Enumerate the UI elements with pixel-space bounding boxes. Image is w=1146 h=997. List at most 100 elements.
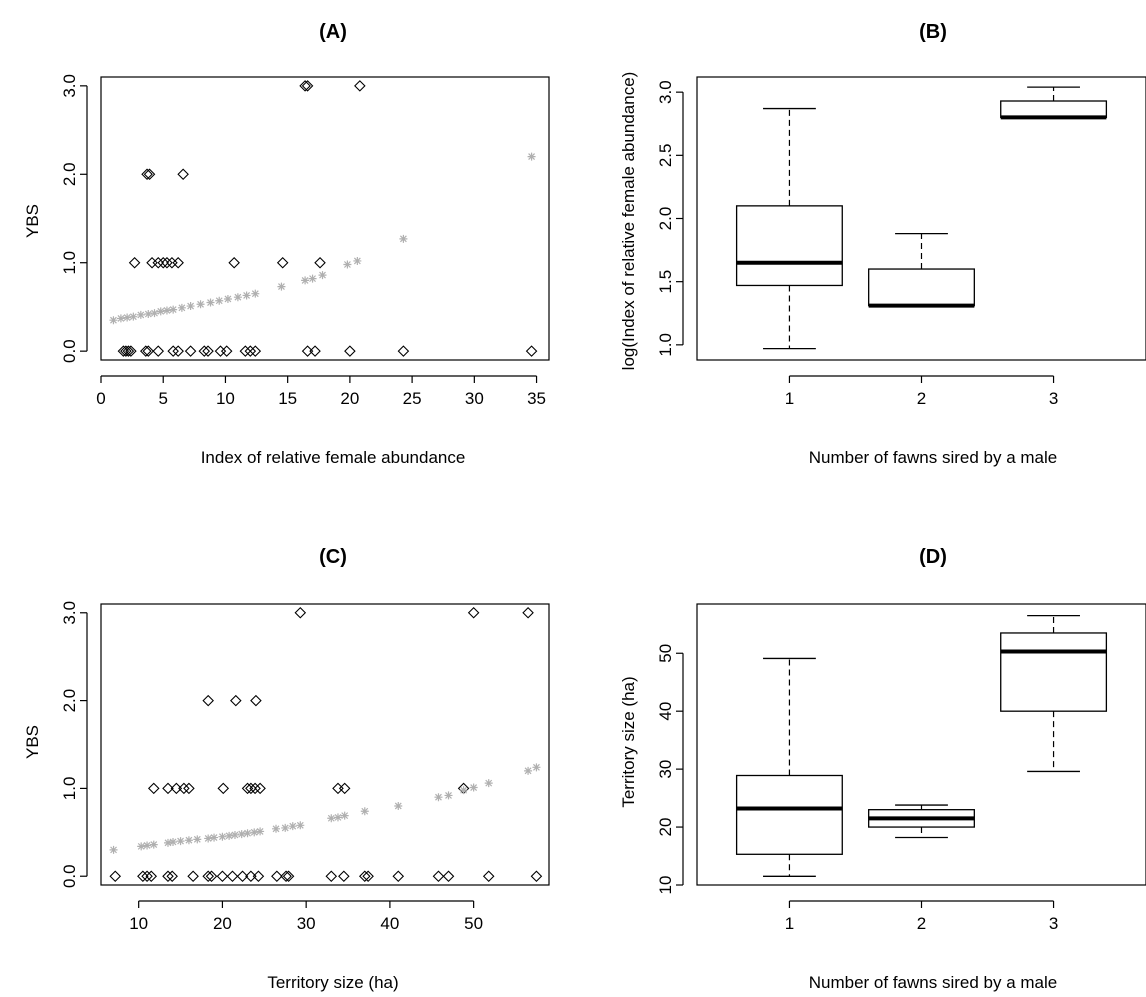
- panel-a-data-point: [397, 345, 410, 357]
- panel-a-data-point: [525, 345, 538, 357]
- panel-c-data-point: [226, 870, 239, 882]
- panel-c-fitted-point: [225, 831, 234, 840]
- panel-a-ylabel: YBS: [23, 204, 42, 238]
- panel-d-x-tick-label: 2: [917, 914, 926, 933]
- panel-c-x-tick-label: 40: [380, 914, 399, 933]
- panel-d-y-tick-label: 20: [656, 818, 675, 837]
- panel-a-data-point: [354, 80, 366, 92]
- panel-c-fitted-point: [250, 828, 259, 837]
- panel-c-y-tick-label: 3.0: [60, 601, 79, 625]
- panel-c-data-point: [271, 870, 283, 882]
- panel-a-data-point: [152, 345, 165, 357]
- panel-c-data-point: [332, 782, 344, 795]
- plot-frame: [696, 603, 1146, 886]
- panel-a-fitted-point: [156, 307, 165, 316]
- panel-c-data-point: [109, 870, 122, 882]
- panel-a-fitted-point: [177, 303, 186, 312]
- panel-d-x-tick-label: 3: [1049, 914, 1058, 933]
- panel-b-ylabel: log(Index of relative female abundance): [619, 72, 638, 371]
- panel-c-data-point: [162, 782, 174, 795]
- panel-c-fitted-point: [524, 766, 533, 775]
- panel-c-data-point: [392, 870, 405, 882]
- panel-a-fitted-point: [527, 152, 536, 161]
- panel-c-fitted-point: [193, 835, 202, 844]
- panel-a-data-point: [167, 345, 179, 357]
- panel-a-fitted-point: [251, 289, 260, 298]
- panel-a-fitted-point: [150, 309, 159, 318]
- panel-a-fitted-point: [318, 271, 327, 280]
- panel-c-data-point: [249, 782, 261, 795]
- panel-c-data-point: [141, 870, 153, 882]
- panel-c-fitted-point: [176, 837, 185, 846]
- panel-a-fitted-point: [308, 274, 317, 283]
- panel-d-y-tick-label: 10: [656, 876, 675, 895]
- panel-b-box: [868, 268, 975, 307]
- panel-a-fitted-point: [196, 300, 205, 309]
- panel-c-data-point: [137, 870, 149, 882]
- panel-b-y-tick-label: 3.0: [656, 80, 675, 104]
- panel-a-data-point: [198, 345, 211, 357]
- panel-d-title: (D): [919, 546, 947, 568]
- panel-a-data-point: [239, 345, 252, 357]
- panel-b-y-tick-label: 2.5: [656, 144, 675, 168]
- panel-a-data-point: [128, 256, 141, 269]
- panel-c-data-point: [482, 870, 495, 882]
- panel-a-x-tick-label: 15: [278, 389, 297, 408]
- panel-a-fitted-point: [169, 305, 178, 314]
- panel-a-data-point: [228, 256, 240, 269]
- panel-c-ylabel: YBS: [23, 725, 42, 759]
- panel-a-fitted-point: [186, 302, 195, 311]
- panel-c-data-point: [325, 870, 338, 882]
- panel-c-fitted-point: [444, 791, 453, 800]
- panel-c-xlabel: Territory size (ha): [267, 973, 398, 992]
- panel-a-x-tick-label: 30: [465, 389, 484, 408]
- panel-d-box: [1000, 632, 1108, 712]
- panel-b-x-tick-label: 3: [1049, 389, 1058, 408]
- panel-d: (D) Number of fawns sired by a male Terr…: [619, 546, 1146, 992]
- panel-c-data-point: [241, 782, 254, 795]
- panel-a-title: (A): [319, 21, 347, 43]
- panel-c-y-tick-label: 2.0: [60, 689, 79, 713]
- panel-a-data-point: [125, 345, 137, 357]
- panel-c-fitted-point: [327, 814, 336, 823]
- panel-c-fitted-point: [109, 845, 118, 854]
- panel-a-data-point: [220, 345, 233, 357]
- panel-c-fitted-point: [149, 840, 158, 849]
- panel-a-fitted-point: [144, 310, 153, 319]
- panel-a-data-point: [141, 168, 153, 181]
- panel-c-data-point: [467, 607, 480, 619]
- panel-a-data-point: [184, 345, 197, 357]
- panel-c-fitted-point: [143, 841, 152, 850]
- panel-a-y-tick-label: 2.0: [60, 162, 79, 186]
- panel-a-fitted-point: [223, 294, 232, 303]
- panel-c-data-point: [530, 870, 543, 882]
- panel-c-data-point: [294, 607, 307, 619]
- panel-a-data-point: [146, 256, 158, 269]
- panel-c-fitted-point: [184, 836, 193, 845]
- panel-c-data-point: [217, 782, 230, 795]
- panel-c-fitted-point: [296, 821, 305, 830]
- panel-a-data-point: [301, 345, 314, 357]
- panel-a-fitted-point: [353, 256, 362, 265]
- panel-a-fitted-point: [109, 316, 118, 325]
- panel-c-x-tick-label: 30: [297, 914, 316, 933]
- panel-c-data-point: [205, 870, 218, 882]
- panel-c-data-point: [166, 870, 178, 882]
- panel-c-data-point: [202, 694, 214, 707]
- panel-c-fitted-point: [272, 824, 281, 833]
- panel-c-fitted-point: [204, 834, 213, 843]
- panel-a-data-point: [161, 256, 173, 269]
- panel-a-data-point: [143, 168, 156, 181]
- panel-c-fitted-point: [210, 833, 219, 842]
- panel-c-fitted-point: [288, 822, 297, 831]
- panel-a-x-tick-label: 20: [340, 389, 359, 408]
- panel-a-y-tick-label: 3.0: [60, 74, 79, 98]
- panel-c-data-point: [245, 870, 257, 882]
- panel-d-xlabel: Number of fawns sired by a male: [809, 973, 1058, 992]
- panel-c-data-point: [236, 870, 249, 882]
- panel-a-fitted-point: [277, 282, 286, 291]
- panel-c-data-point: [147, 782, 160, 795]
- panel-a-fitted-point: [123, 313, 132, 322]
- panel-c-data-point: [250, 694, 262, 707]
